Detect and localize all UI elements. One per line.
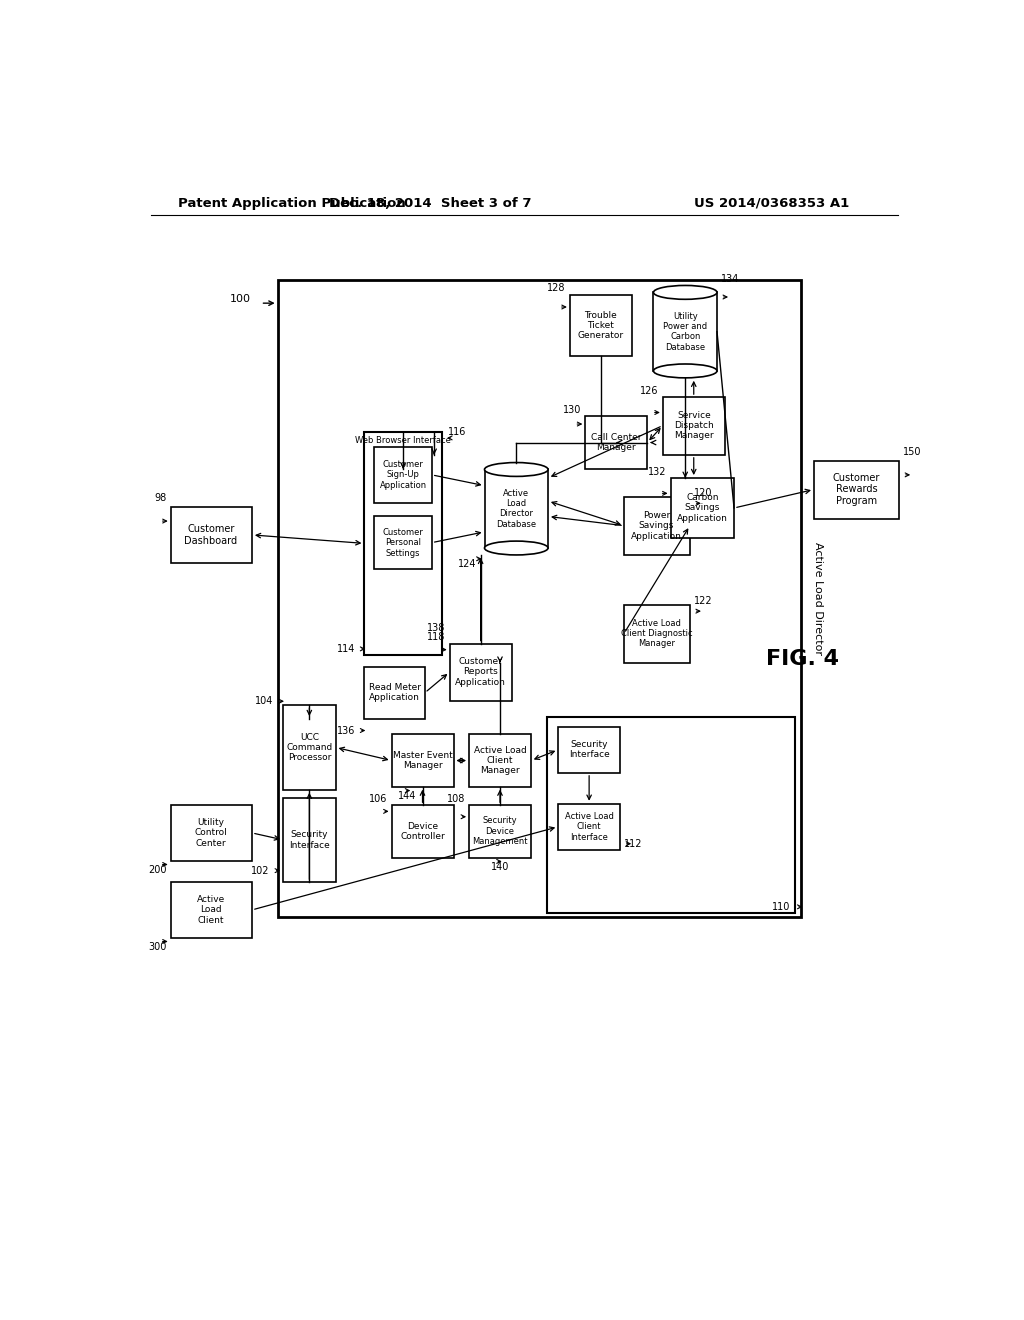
Text: Security
Device
Management: Security Device Management (472, 817, 527, 846)
Text: 128: 128 (548, 282, 566, 293)
Text: Read Meter
Application: Read Meter Application (369, 682, 421, 702)
Text: FIG. 4: FIG. 4 (766, 649, 839, 669)
Bar (469, 805, 531, 858)
Text: Carbon
Savings
Application: Carbon Savings Application (677, 494, 728, 523)
Bar (469, 734, 531, 787)
Bar (558, 726, 621, 774)
Text: 104: 104 (255, 696, 273, 706)
Bar (171, 507, 252, 562)
Text: 116: 116 (449, 426, 467, 437)
Bar (624, 605, 690, 663)
Text: Service
Dispatch
Manager: Service Dispatch Manager (674, 411, 714, 441)
Text: 136: 136 (337, 726, 355, 735)
Text: 108: 108 (446, 795, 465, 804)
Bar (375, 447, 432, 503)
Text: 114: 114 (337, 644, 355, 653)
Text: Active Load Director: Active Load Director (813, 541, 822, 655)
Text: Security
Interface: Security Interface (289, 830, 330, 850)
Bar (365, 432, 442, 655)
Text: 126: 126 (640, 385, 658, 396)
Text: Active Load
Client
Manager: Active Load Client Manager (474, 746, 526, 775)
Bar (624, 498, 690, 554)
Text: Dec. 18, 2014  Sheet 3 of 7: Dec. 18, 2014 Sheet 3 of 7 (329, 197, 531, 210)
Text: Active
Load
Director
Database: Active Load Director Database (497, 488, 537, 529)
Text: Security
Interface: Security Interface (568, 741, 609, 759)
Text: 132: 132 (648, 467, 667, 477)
Text: Utility
Control
Center: Utility Control Center (195, 818, 227, 847)
Text: 106: 106 (370, 795, 388, 804)
Bar (391, 734, 454, 787)
Bar (283, 705, 336, 789)
Bar (375, 516, 432, 569)
Bar (814, 461, 899, 519)
Text: Utility
Power and
Carbon
Database: Utility Power and Carbon Database (664, 312, 708, 351)
Text: US 2014/0368353 A1: US 2014/0368353 A1 (693, 197, 849, 210)
Text: 102: 102 (251, 866, 270, 875)
Bar (569, 296, 632, 355)
Text: Active Load
Client
Interface: Active Load Client Interface (564, 812, 613, 842)
Text: UCC
Command
Processor: UCC Command Processor (287, 733, 333, 763)
Bar (484, 470, 548, 548)
Bar (586, 416, 647, 469)
Text: Patent Application Publication: Patent Application Publication (178, 197, 407, 210)
Text: Customer
Personal
Settings: Customer Personal Settings (383, 528, 424, 557)
Text: 124: 124 (459, 560, 477, 569)
Text: 122: 122 (693, 597, 713, 606)
Bar (171, 805, 252, 861)
Text: 138: 138 (427, 623, 445, 634)
Ellipse shape (484, 462, 548, 477)
Text: Master Event
Manager: Master Event Manager (392, 751, 453, 771)
Text: Customer
Reports
Application: Customer Reports Application (456, 657, 506, 686)
Text: Customer
Rewards
Program: Customer Rewards Program (833, 473, 881, 506)
Text: Trouble
Ticket
Generator: Trouble Ticket Generator (578, 310, 624, 341)
Bar (283, 797, 336, 882)
Ellipse shape (484, 541, 548, 554)
Text: 118: 118 (427, 632, 445, 643)
Text: 134: 134 (721, 275, 739, 284)
Text: 100: 100 (229, 294, 251, 305)
Text: Active Load
Client Diagnostic
Manager: Active Load Client Diagnostic Manager (621, 619, 692, 648)
Bar (671, 478, 734, 539)
Text: 300: 300 (148, 942, 167, 952)
Text: 144: 144 (397, 791, 416, 801)
Text: Device
Controller: Device Controller (400, 821, 444, 841)
Text: Web Browser Interface: Web Browser Interface (355, 437, 451, 445)
Bar (558, 804, 621, 850)
Bar (547, 717, 795, 913)
Text: 120: 120 (693, 488, 713, 499)
Bar (663, 397, 725, 455)
Text: 200: 200 (148, 865, 167, 875)
Text: 130: 130 (563, 405, 582, 416)
Text: Call Center
Manager: Call Center Manager (591, 433, 641, 453)
Text: 98: 98 (155, 492, 167, 503)
Bar (171, 882, 252, 937)
Text: 150: 150 (903, 446, 922, 457)
Text: Customer
Dashboard: Customer Dashboard (184, 524, 238, 545)
Ellipse shape (653, 285, 717, 300)
Bar (450, 644, 512, 701)
Text: 140: 140 (490, 862, 509, 871)
Bar (653, 293, 717, 371)
Text: 110: 110 (772, 902, 791, 912)
Bar (365, 667, 425, 719)
Text: Active
Load
Client: Active Load Client (197, 895, 225, 925)
Bar (278, 280, 801, 917)
Text: Customer
Sign-Up
Application: Customer Sign-Up Application (380, 459, 427, 490)
Text: Power
Savings
Application: Power Savings Application (631, 511, 682, 541)
Bar (391, 805, 454, 858)
Text: 112: 112 (624, 838, 642, 849)
Ellipse shape (653, 364, 717, 378)
